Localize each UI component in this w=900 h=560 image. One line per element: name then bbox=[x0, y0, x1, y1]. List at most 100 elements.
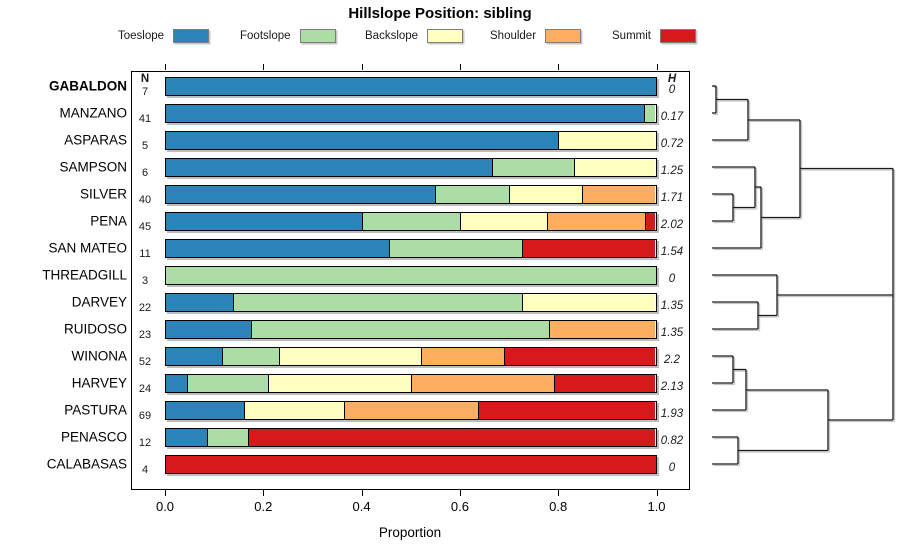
bar-segment-backslope bbox=[268, 374, 411, 392]
bar-segment-toeslope bbox=[166, 104, 644, 122]
bar-segment-toeslope bbox=[166, 158, 493, 176]
row-label: SILVER bbox=[79, 186, 127, 202]
row-n-value: 12 bbox=[138, 437, 152, 449]
bar-segment-shoulder bbox=[582, 185, 656, 203]
bar-segment-footslope bbox=[222, 347, 279, 365]
row-label: PENASCO bbox=[60, 429, 127, 445]
row-label: PENA bbox=[90, 213, 127, 229]
legend-item-summit: Summit bbox=[612, 27, 696, 44]
legend-swatch bbox=[427, 28, 464, 43]
bar-segment-summit bbox=[166, 455, 656, 473]
axis-tick-bottom bbox=[558, 490, 560, 496]
row-n-value: 7 bbox=[141, 86, 149, 98]
axis-tick-top bbox=[656, 64, 658, 70]
bar-segment-backslope bbox=[574, 158, 656, 176]
row-n-value: 3 bbox=[141, 275, 149, 287]
row-h-value: 0 bbox=[668, 462, 676, 474]
row-label: CALABASAS bbox=[46, 456, 127, 472]
legend-swatch bbox=[545, 28, 582, 43]
axis-tick-top bbox=[361, 64, 363, 70]
bar-segment-toeslope bbox=[166, 320, 252, 338]
bar-segment-footslope bbox=[492, 158, 575, 176]
bar-segment-footslope bbox=[251, 320, 550, 338]
bar-segment-footslope bbox=[166, 266, 656, 284]
row-h-value: 0.72 bbox=[660, 138, 684, 150]
stacked-bar bbox=[165, 454, 657, 474]
bar-segment-summit bbox=[247, 428, 656, 446]
axis-tick-bottom bbox=[459, 490, 462, 496]
stacked-bar bbox=[165, 238, 657, 258]
bar-segment-footslope bbox=[186, 374, 269, 392]
row-h-value: 0.17 bbox=[660, 111, 684, 123]
legend-item-backslope: Backslope bbox=[365, 27, 464, 44]
row-label: SAN MATEO bbox=[48, 240, 127, 256]
axis-tick-label: 1.0 bbox=[647, 499, 666, 514]
axis-tick-bottom bbox=[165, 490, 167, 496]
bar-segment-toeslope bbox=[166, 77, 656, 95]
stacked-bar bbox=[165, 103, 657, 123]
bar-segment-summit bbox=[521, 239, 656, 257]
row-label: HARVEY bbox=[71, 375, 127, 391]
stacked-bar bbox=[165, 130, 657, 150]
bar-segment-footslope bbox=[643, 104, 656, 122]
x-axis-title: Proportion bbox=[378, 525, 442, 540]
bar-segment-footslope bbox=[232, 293, 522, 311]
bar-segment-backslope bbox=[278, 347, 421, 365]
bar-segment-footslope bbox=[388, 239, 522, 257]
legend-label: Toeslope bbox=[118, 29, 165, 42]
axis-tick-bottom bbox=[263, 490, 265, 496]
bar-segment-backslope bbox=[508, 185, 583, 203]
row-n-value: 69 bbox=[138, 410, 152, 422]
bar-segment-summit bbox=[644, 212, 656, 230]
bar-segment-shoulder bbox=[410, 374, 554, 392]
axis-tick-top bbox=[165, 64, 167, 70]
row-label: WINONA bbox=[71, 348, 128, 364]
bar-segment-summit bbox=[477, 401, 656, 419]
stacked-bar bbox=[165, 400, 657, 420]
bar-segment-toeslope bbox=[166, 374, 187, 392]
row-n-value: 4 bbox=[141, 464, 149, 476]
stacked-bar bbox=[165, 292, 657, 312]
row-n-value: 24 bbox=[138, 383, 152, 395]
legend-item-footslope: Footslope bbox=[240, 27, 336, 44]
row-label: SAMPSON bbox=[59, 159, 127, 175]
row-h-value: 2.2 bbox=[664, 354, 680, 366]
axis-tick-label: 0.2 bbox=[254, 499, 273, 514]
bar-segment-toeslope bbox=[166, 212, 362, 230]
axis-tick-top bbox=[263, 64, 265, 70]
row-h-value: 1.25 bbox=[660, 165, 684, 177]
stacked-bar bbox=[165, 346, 657, 366]
bar-segment-toeslope bbox=[166, 131, 558, 149]
bar-segment-summit bbox=[503, 347, 656, 365]
bar-segment-toeslope bbox=[166, 185, 436, 203]
row-h-value: 1.71 bbox=[660, 192, 684, 204]
row-n-value: 22 bbox=[138, 302, 152, 314]
row-label: GABALDON bbox=[49, 78, 127, 94]
bar-segment-shoulder bbox=[343, 401, 478, 419]
row-h-value: 1.35 bbox=[660, 327, 684, 339]
legend-swatch bbox=[299, 28, 336, 43]
row-h-value: 2.02 bbox=[660, 219, 684, 231]
axis-tick-bottom bbox=[656, 490, 658, 496]
row-label: PASTURA bbox=[64, 402, 127, 418]
row-n-value: 5 bbox=[141, 140, 149, 152]
stacked-bar bbox=[165, 319, 657, 339]
row-n-value: 11 bbox=[139, 248, 151, 260]
row-label: ASPARAS bbox=[64, 132, 127, 148]
bar-segment-toeslope bbox=[166, 401, 244, 419]
bar-segment-toeslope bbox=[166, 293, 233, 311]
row-n-value: 40 bbox=[138, 194, 152, 206]
axis-tick-top bbox=[459, 64, 462, 70]
stacked-bar bbox=[165, 373, 657, 393]
stacked-bar bbox=[165, 76, 657, 96]
legend-item-shoulder: Shoulder bbox=[490, 27, 582, 44]
legend-item-toeslope: Toeslope bbox=[118, 27, 210, 44]
row-n-value: 23 bbox=[138, 329, 152, 341]
n-column-header: N bbox=[140, 73, 150, 85]
bar-segment-shoulder bbox=[420, 347, 504, 365]
row-n-value: 41 bbox=[138, 113, 152, 125]
row-h-value: 2.13 bbox=[660, 381, 684, 393]
legend-swatch bbox=[659, 28, 696, 43]
chart-title: Hillslope Position: sibling bbox=[348, 5, 532, 22]
